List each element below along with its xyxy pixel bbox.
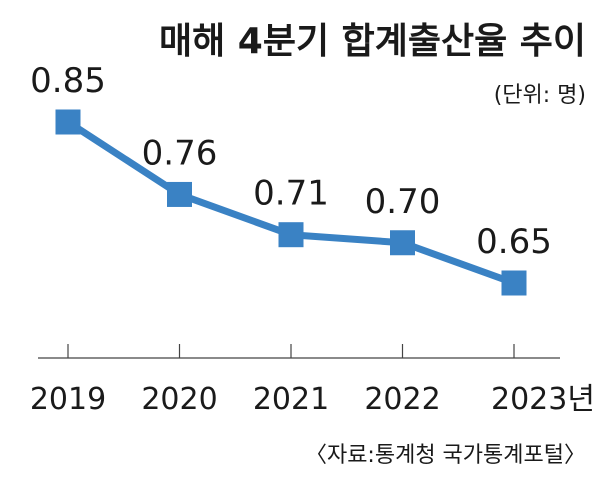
x-tick-label: 2021 — [253, 382, 329, 417]
data-point-marker — [55, 109, 81, 135]
chart-title: 매해 4분기 합계출산율 추이 — [159, 21, 586, 62]
x-tick-label: 2022 — [364, 382, 440, 417]
data-label: 0.65 — [476, 222, 552, 262]
x-tick-label: 2020 — [141, 382, 217, 417]
data-point-marker — [390, 230, 415, 256]
x-tick-label: 2019 — [30, 382, 106, 417]
value-label-layer: 0.85 0.76 0.71 0.70 0.65 — [30, 61, 552, 262]
data-point-marker — [278, 222, 304, 248]
source-note: 〈자료:통계청 국가통계포털〉 — [305, 443, 586, 468]
x-tick-label: 2023년 — [491, 382, 595, 417]
marker-layer — [55, 109, 527, 296]
x-tick-layer: 2019 2020 2021 2022 2023년 — [30, 382, 595, 417]
data-point-marker — [501, 270, 527, 296]
x-axis — [38, 344, 560, 359]
data-label: 0.71 — [253, 174, 329, 214]
unit-label: (단위: 명) — [494, 83, 586, 108]
data-point-marker — [167, 181, 192, 207]
data-label: 0.85 — [30, 61, 106, 101]
data-label: 0.76 — [142, 133, 218, 173]
data-label: 0.70 — [365, 182, 441, 222]
